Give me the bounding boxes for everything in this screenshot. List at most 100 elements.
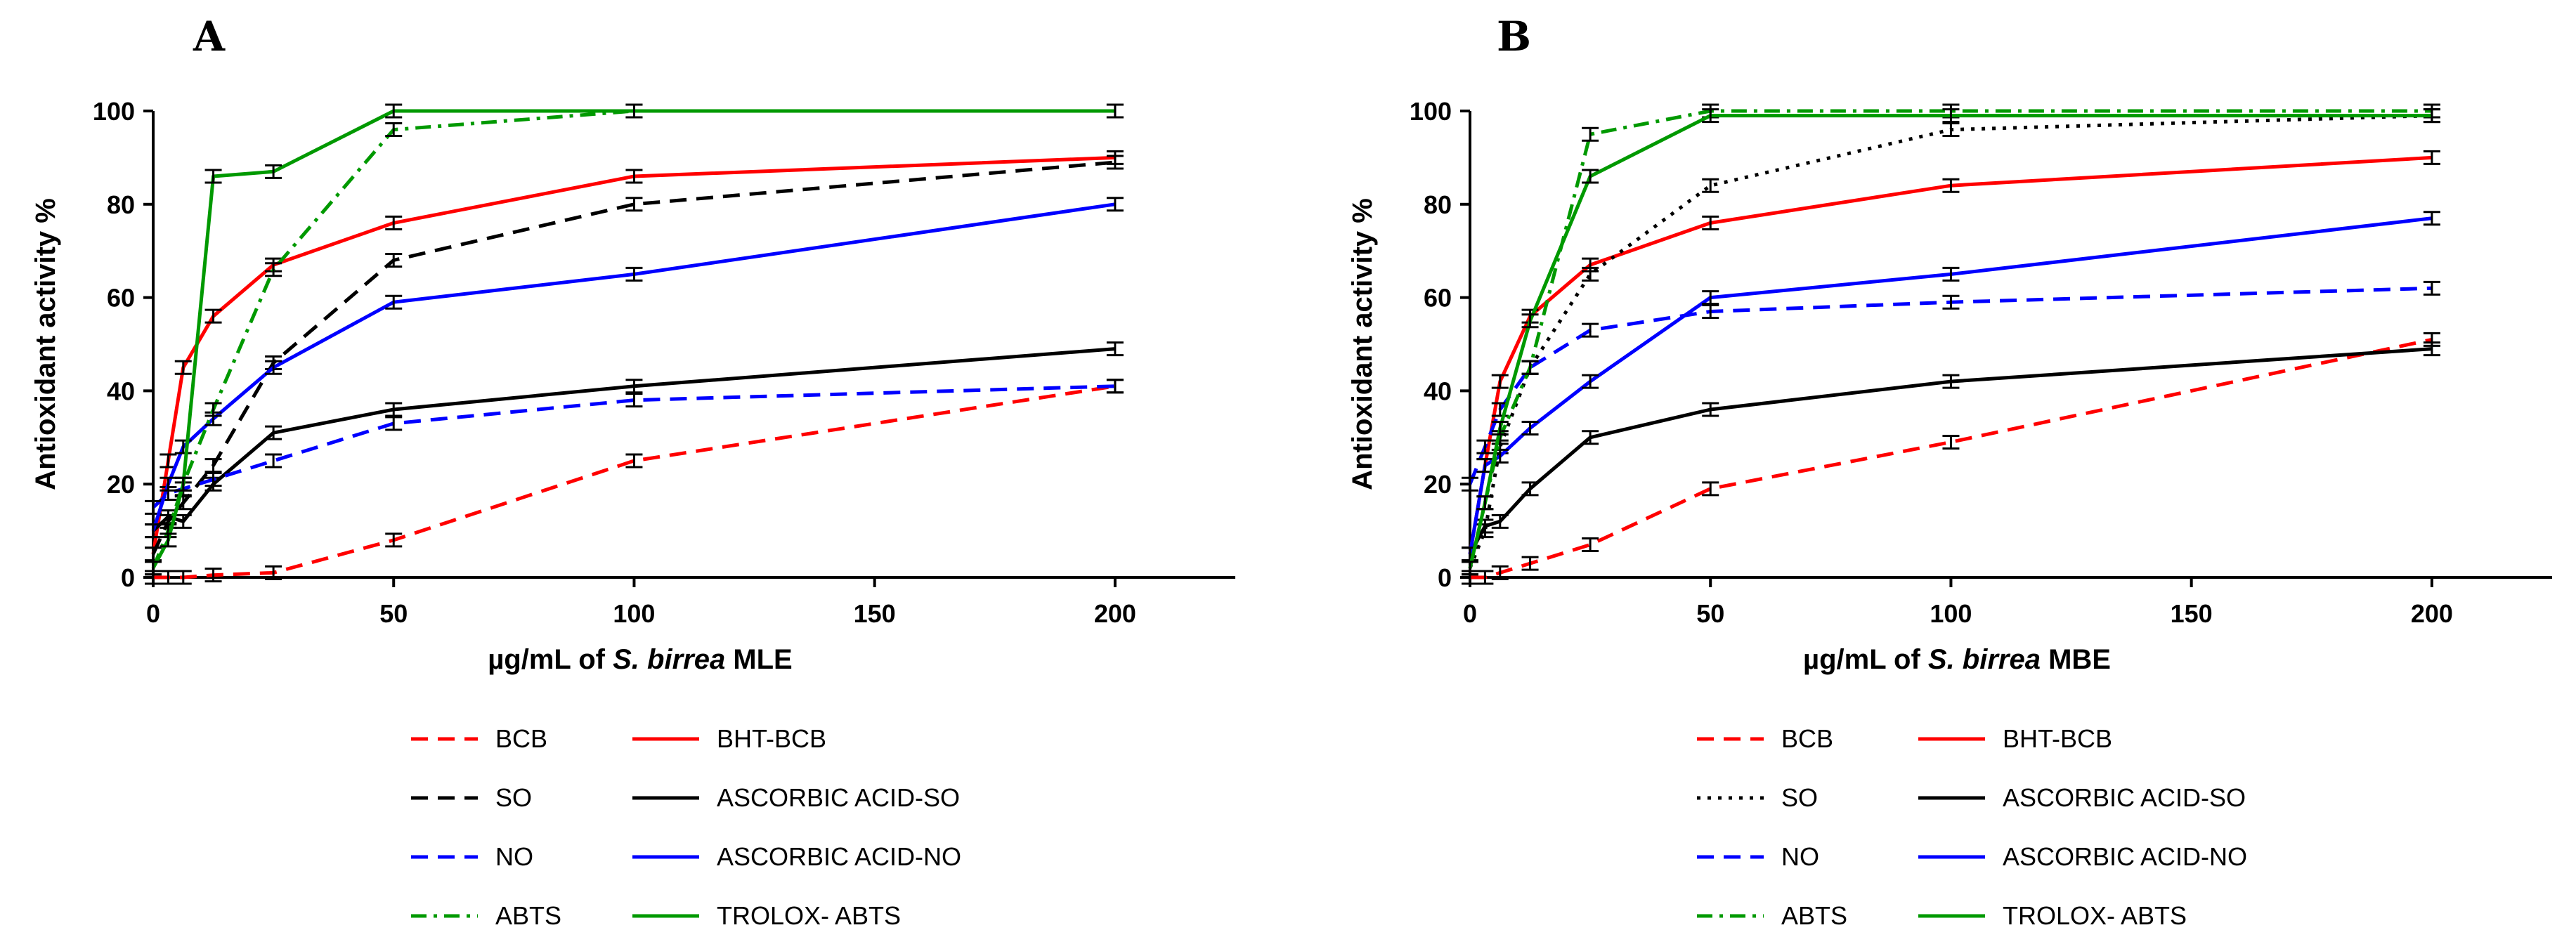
legend-label: ABTS (1781, 901, 1847, 930)
error-bar (1106, 103, 1124, 119)
error-bar (265, 453, 282, 469)
legend-label: BCB (495, 724, 547, 753)
error-bar (265, 360, 282, 375)
legend-item-bcb: BCB (1697, 724, 1833, 753)
error-bar (2423, 108, 2440, 124)
error-bar (1942, 434, 1960, 450)
error-bar (1702, 215, 1719, 230)
error-bar (1582, 169, 1599, 184)
error-bar (204, 402, 222, 417)
x-tick-label: 200 (1094, 599, 1136, 628)
error-bar (1521, 481, 1539, 497)
error-bar (204, 169, 222, 184)
error-bar (1702, 178, 1719, 193)
series-line-bcb (153, 384, 1116, 579)
error-bar (1942, 178, 1960, 193)
error-bar (385, 294, 403, 310)
error-bar (265, 425, 282, 440)
error-bar (1582, 430, 1599, 445)
error-bar (174, 360, 192, 375)
error-bar (160, 570, 177, 585)
series-line-so (1468, 114, 2432, 569)
legend-label: ASCORBIC ACID-NO (717, 842, 961, 871)
error-bar (385, 103, 403, 119)
error-bar (2423, 280, 2440, 296)
error-bar (625, 393, 643, 408)
legend-label: SO (1781, 783, 1818, 812)
y-tick-label: 80 (1424, 190, 1452, 219)
error-bar (625, 266, 643, 282)
error-bar (174, 570, 192, 585)
chart-panel-b: B 0 20 40 60 80 100 0 50 100 150 200 µg/mL of S. bir… (1347, 13, 2552, 930)
error-bar (625, 169, 643, 184)
error-bar (1476, 495, 1494, 511)
legend-label: TROLOX- ABTS (2003, 901, 2187, 930)
legend-label: ASCORBIC ACID-NO (2003, 842, 2247, 871)
x-tick-label: 0 (146, 599, 160, 628)
legend-item-bcb: BCB (411, 724, 547, 753)
error-bar (1942, 294, 1960, 310)
error-bar (265, 565, 282, 580)
y-axis-title: Antioxidant activity % (30, 198, 61, 490)
error-bar (1106, 379, 1124, 394)
error-bar (1521, 360, 1539, 375)
error-bar (385, 252, 403, 268)
legend-label: BHT-BCB (2003, 724, 2112, 753)
x-tick-label: 0 (1463, 599, 1477, 628)
error-bar (1491, 513, 1509, 529)
error-bar (2423, 211, 2440, 226)
error-bar (1476, 439, 1494, 454)
legend-item-trolox-abts: TROLOX- ABTS (632, 901, 901, 930)
y-tick-label: 80 (107, 190, 135, 219)
error-bar (204, 472, 222, 487)
chart-panel-a: A 0 20 40 60 80 100 0 50 100 150 200 µg/mL of S. bir… (30, 13, 1235, 930)
y-tick-label: 60 (107, 284, 135, 313)
error-bar (1462, 476, 1478, 492)
error-bar (145, 561, 162, 576)
panel-label: B (1497, 13, 1531, 60)
error-bar (174, 476, 192, 492)
error-bar (1582, 266, 1599, 282)
error-bar (265, 164, 282, 179)
error-bar (2423, 341, 2440, 357)
error-bar (1106, 341, 1124, 357)
error-bar (625, 453, 643, 469)
legend-label: ASCORBIC ACID-SO (2003, 783, 2246, 812)
legend-item-ascorbic-acid-so: ASCORBIC ACID-SO (1918, 783, 2246, 812)
x-tick-label: 150 (854, 599, 896, 628)
y-tick-label: 0 (1438, 563, 1452, 592)
error-bar (1702, 290, 1719, 306)
error-bar (385, 122, 403, 138)
series-line-bht-bcb (151, 155, 1115, 555)
legend-item-no: NO (1697, 842, 1819, 871)
series-line-ascorbic-acid-so (1468, 347, 2433, 555)
error-bar (1942, 266, 1960, 282)
legend-label: ASCORBIC ACID-SO (717, 783, 960, 812)
series-line-abts (151, 109, 1115, 569)
series-line-ascorbic-acid-no (151, 202, 1116, 532)
error-bar (385, 402, 403, 417)
error-bar (1942, 108, 1960, 124)
error-bar (204, 458, 222, 473)
error-bar (2423, 150, 2440, 165)
error-bar (1942, 122, 1960, 138)
legend-item-no: NO (411, 842, 533, 871)
error-bar (1582, 126, 1599, 142)
x-axis-title: µg/mL of S. birrea MBE (1803, 644, 2111, 675)
error-bar (1476, 570, 1494, 585)
error-bar (1106, 197, 1124, 212)
series-line-bht-bcb (1468, 155, 2433, 555)
x-tick-label: 100 (1930, 599, 1972, 628)
legend-label: NO (1781, 842, 1819, 871)
error-bar (1106, 155, 1124, 170)
error-bar (174, 513, 192, 529)
error-bar (1491, 565, 1509, 580)
error-bar (1521, 421, 1539, 436)
x-axis-title: µg/mL of S. birrea MLE (488, 644, 792, 675)
series-line-bcb (1470, 337, 2433, 579)
series-line-so (151, 160, 1116, 555)
legend-label: NO (495, 842, 533, 871)
y-tick-label: 100 (93, 97, 135, 126)
error-bar (1582, 374, 1599, 389)
